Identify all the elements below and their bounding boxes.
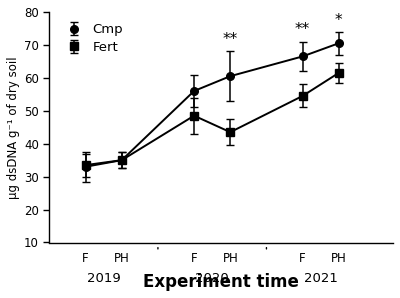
Text: **: ** — [295, 22, 310, 37]
Y-axis label: μg dsDNA g⁻¹ of dry soil: μg dsDNA g⁻¹ of dry soil — [7, 56, 20, 198]
Text: PH: PH — [114, 252, 130, 265]
Text: **: ** — [223, 32, 238, 46]
X-axis label: Experiment time: Experiment time — [143, 273, 299, 291]
Text: F: F — [82, 252, 89, 265]
Text: F: F — [299, 252, 306, 265]
Text: 2020: 2020 — [195, 272, 229, 285]
Text: 2021: 2021 — [304, 272, 338, 285]
Text: PH: PH — [222, 252, 238, 265]
Text: *: * — [335, 13, 343, 28]
Text: PH: PH — [331, 252, 347, 265]
Text: F: F — [191, 252, 198, 265]
Legend: Cmp, Fert: Cmp, Fert — [60, 21, 126, 57]
Text: 2019: 2019 — [87, 272, 120, 285]
